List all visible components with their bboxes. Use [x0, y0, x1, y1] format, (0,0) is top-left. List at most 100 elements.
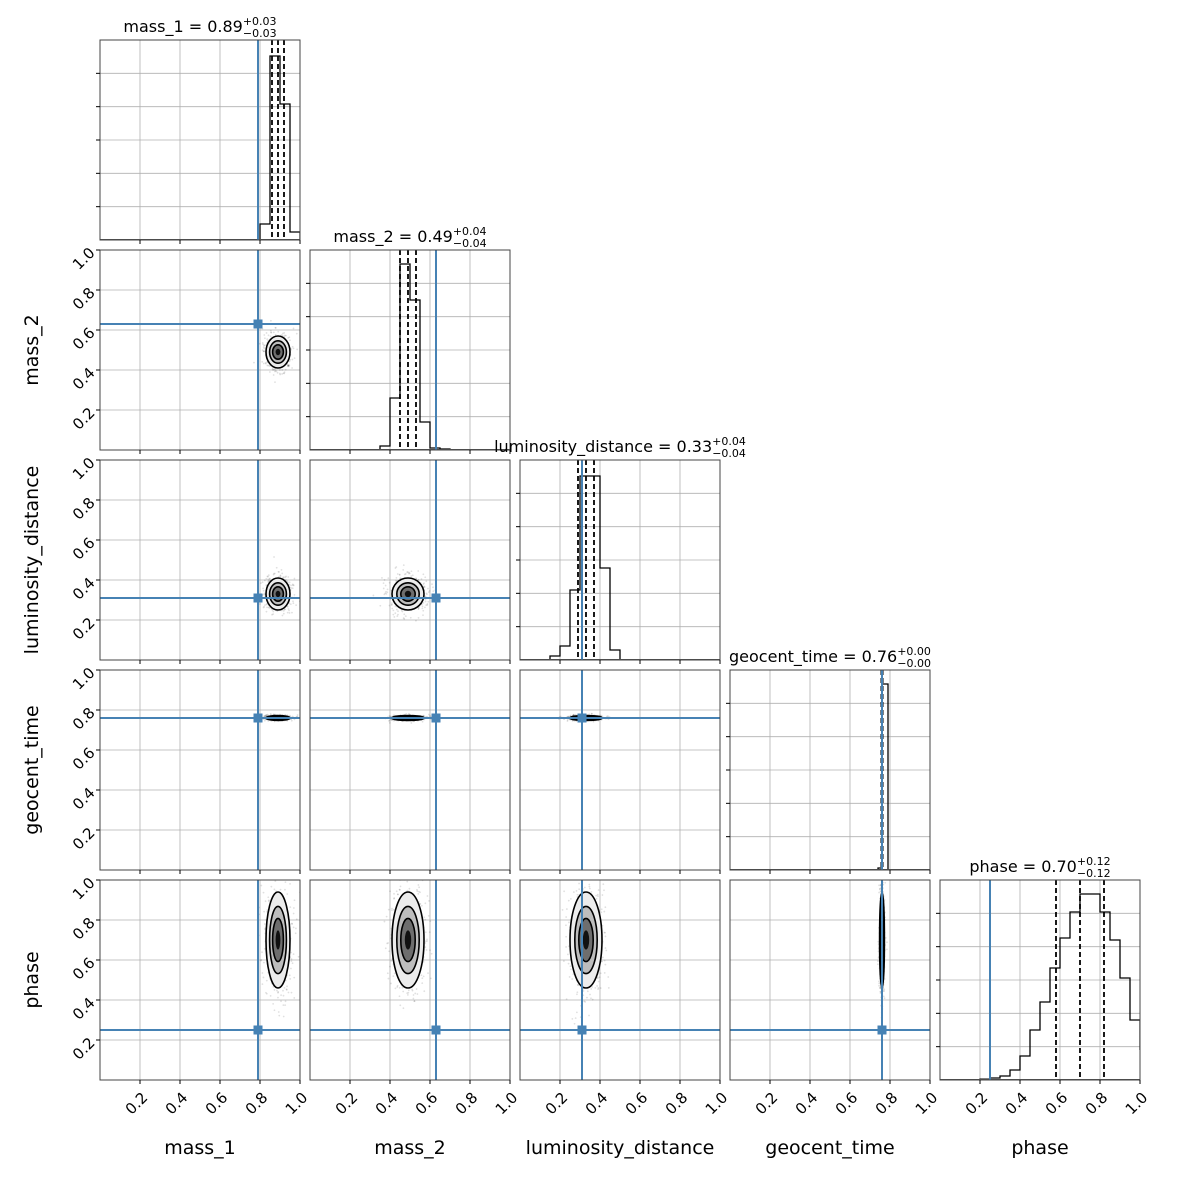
sample-point — [274, 326, 277, 329]
truth-marker — [253, 319, 263, 329]
sample-point — [284, 368, 287, 371]
truth-marker — [431, 593, 441, 603]
sample-point — [281, 369, 284, 371]
sample-point — [278, 372, 281, 375]
density-level — [275, 930, 281, 950]
sample-point — [272, 985, 275, 988]
sample-point — [288, 974, 291, 977]
sample-point — [575, 1011, 578, 1014]
sample-point — [588, 1014, 590, 1017]
sample-point — [569, 714, 572, 717]
sample-point — [290, 967, 292, 970]
contour-line — [268, 339, 288, 364]
panel-frame — [309, 879, 511, 1081]
sample-point — [407, 572, 410, 575]
sample-point — [586, 996, 588, 999]
sample-point — [273, 1009, 276, 1012]
sample-point — [395, 874, 397, 876]
sample-point — [607, 715, 610, 718]
panel-geocent_time-mass_1 — [100, 670, 300, 870]
sample-point — [583, 886, 586, 889]
contour-line — [268, 905, 288, 975]
sample-point — [270, 885, 273, 888]
sample-point — [267, 720, 270, 722]
sample-point — [379, 604, 382, 607]
sample-point — [393, 892, 395, 895]
panel-mass_2-mass_2 — [310, 250, 510, 450]
sample-point — [412, 997, 415, 1000]
sample-point — [424, 598, 427, 601]
sample-point — [422, 975, 425, 978]
sample-point — [390, 603, 393, 606]
sample-point — [390, 982, 392, 985]
sample-point — [274, 333, 277, 336]
sample-point — [571, 1017, 574, 1020]
panel-phase-geocent_time — [730, 880, 930, 1080]
sample-point — [417, 892, 420, 895]
sample-point — [589, 874, 591, 876]
sample-point — [410, 722, 413, 724]
sample-point — [287, 581, 289, 584]
sample-point — [596, 985, 599, 987]
sample-point — [267, 899, 270, 902]
sample-point — [583, 1000, 586, 1003]
sample-point — [277, 570, 280, 573]
sample-point — [398, 573, 401, 576]
sample-point — [265, 577, 268, 580]
sample-point — [288, 612, 291, 614]
sample-point — [596, 977, 599, 980]
sample-point — [281, 373, 283, 375]
sample-point — [409, 858, 411, 860]
sample-point — [406, 994, 409, 996]
sample-point — [577, 984, 580, 987]
sample-point — [295, 856, 297, 858]
sample-point — [426, 593, 428, 596]
sample-point — [398, 888, 401, 891]
histogram-luminosity_distance — [549, 475, 621, 660]
sample-point — [261, 342, 264, 344]
sample-point — [424, 918, 427, 921]
sample-point — [415, 619, 417, 622]
sample-point — [403, 618, 406, 620]
sample-point — [266, 713, 269, 716]
sample-point — [423, 586, 426, 589]
sample-point — [287, 364, 290, 366]
sample-point — [412, 872, 414, 874]
sample-point — [265, 584, 268, 587]
sample-point — [597, 980, 600, 983]
sample-point — [260, 884, 263, 887]
sample-point — [295, 332, 298, 335]
sample-point — [597, 988, 599, 991]
sample-point — [600, 911, 603, 914]
sample-point — [291, 584, 294, 587]
sample-point — [565, 935, 568, 938]
sample-point — [426, 938, 428, 941]
sample-point — [390, 602, 393, 604]
sample-point — [424, 606, 426, 609]
sample-point — [266, 338, 269, 341]
sample-point — [268, 371, 271, 373]
sample-point — [295, 604, 297, 606]
sample-point — [261, 972, 264, 974]
sample-point — [422, 714, 425, 717]
sample-point — [260, 958, 263, 961]
contour-line — [395, 905, 420, 975]
sample-point — [410, 575, 413, 577]
sample-point — [604, 963, 607, 966]
sample-point — [263, 344, 265, 347]
sample-point — [604, 906, 607, 909]
sample-point — [288, 583, 291, 586]
sample-point — [589, 867, 591, 869]
sample-point — [262, 865, 264, 867]
sample-point — [285, 988, 288, 991]
sample-point — [282, 876, 284, 878]
sample-point — [271, 368, 274, 371]
sample-point — [590, 890, 593, 893]
sample-point — [584, 872, 586, 874]
sample-point — [269, 335, 272, 338]
sample-point — [430, 952, 433, 955]
sample-point — [588, 887, 591, 890]
sample-point — [590, 987, 593, 990]
panel-frame — [99, 249, 301, 451]
sample-point — [267, 574, 270, 577]
